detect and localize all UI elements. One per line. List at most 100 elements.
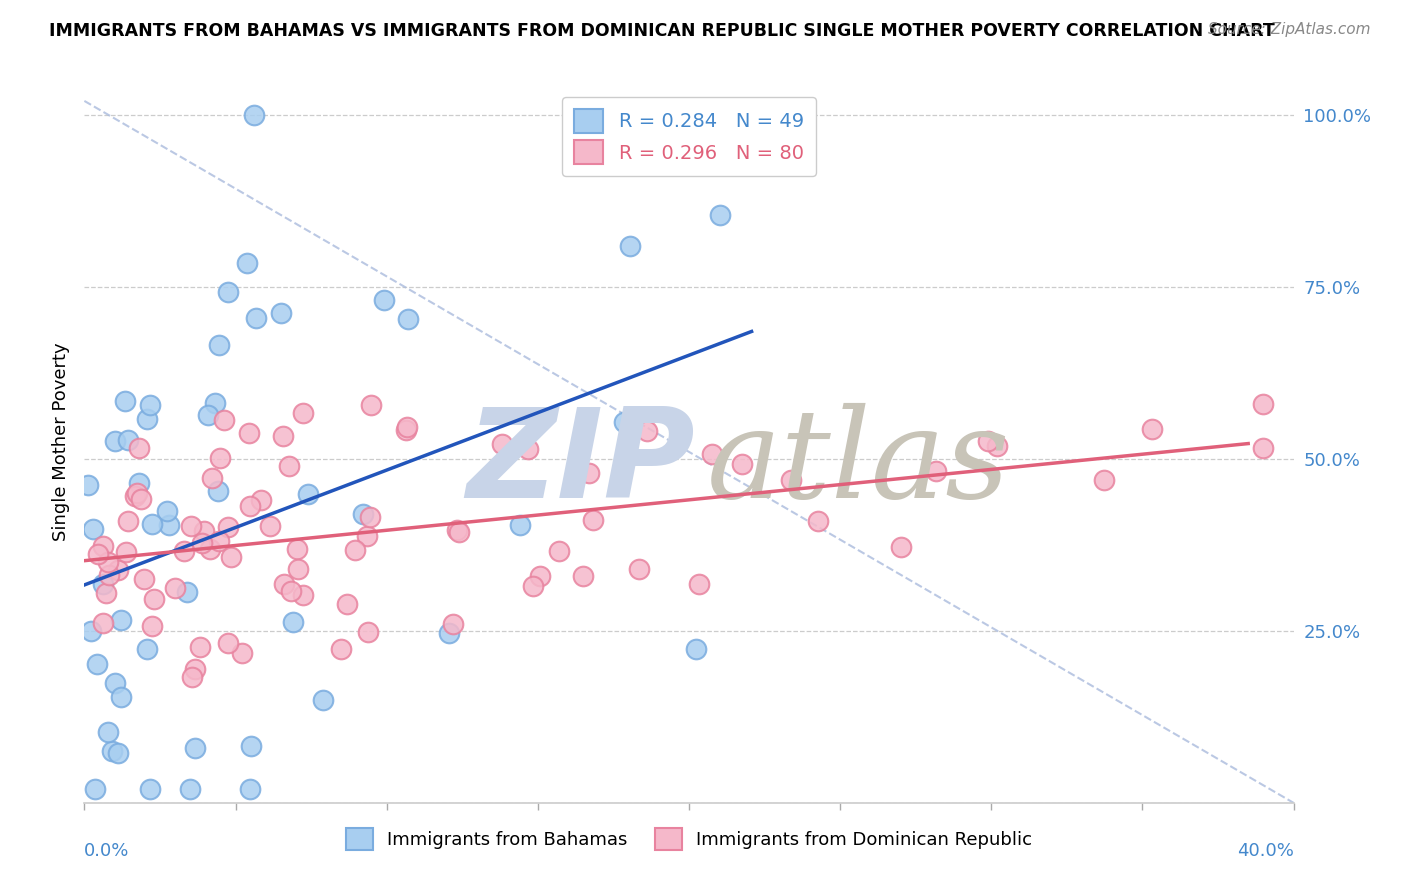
Point <box>250 493 273 508</box>
Point <box>628 561 651 575</box>
Text: 40.0%: 40.0% <box>1237 842 1294 860</box>
Text: Source: ZipAtlas.com: Source: ZipAtlas.com <box>1208 22 1371 37</box>
Point <box>352 507 374 521</box>
Point <box>91 577 114 591</box>
Point <box>360 398 382 412</box>
Point <box>208 534 231 549</box>
Point <box>312 692 335 706</box>
Point <box>212 413 235 427</box>
Point <box>925 464 948 478</box>
Point <box>578 466 600 480</box>
Point <box>91 539 114 553</box>
Point <box>239 782 262 797</box>
Point <box>437 626 460 640</box>
Point <box>201 470 224 484</box>
Text: atlas: atlas <box>707 402 1011 524</box>
Point <box>198 542 221 557</box>
Point <box>1092 473 1115 487</box>
Point <box>231 646 253 660</box>
Point <box>124 489 146 503</box>
Point <box>396 312 419 326</box>
Point <box>280 583 302 598</box>
Point <box>986 439 1008 453</box>
Point <box>94 586 117 600</box>
Point <box>613 416 636 430</box>
Point <box>191 536 214 550</box>
Point <box>1253 441 1275 455</box>
Point <box>285 541 308 556</box>
Point <box>976 434 998 449</box>
Point <box>141 516 163 531</box>
Point <box>110 690 132 704</box>
Point <box>217 520 239 534</box>
Point <box>179 782 201 797</box>
Point <box>107 746 129 760</box>
Point <box>240 739 263 754</box>
Point <box>356 625 378 640</box>
Point <box>297 486 319 500</box>
Point <box>207 483 229 498</box>
Point <box>731 457 754 471</box>
Point <box>283 615 305 629</box>
Point <box>636 425 658 439</box>
Point <box>82 522 104 536</box>
Point <box>243 108 266 122</box>
Point <box>117 515 139 529</box>
Point <box>156 504 179 518</box>
Point <box>184 741 207 756</box>
Point <box>890 540 912 554</box>
Point <box>236 255 259 269</box>
Point <box>86 657 108 671</box>
Point <box>141 619 163 633</box>
Point <box>125 486 148 500</box>
Point <box>359 510 381 524</box>
Point <box>685 641 707 656</box>
Point <box>273 429 295 443</box>
Y-axis label: Single Mother Poverty: Single Mother Poverty <box>52 343 70 541</box>
Point <box>509 518 531 533</box>
Point <box>209 450 232 465</box>
Point <box>128 441 150 455</box>
Point <box>173 544 195 558</box>
Point <box>135 641 157 656</box>
Point <box>77 478 100 492</box>
Point <box>114 393 136 408</box>
Point <box>516 442 538 456</box>
Point <box>278 458 301 473</box>
Point <box>159 517 181 532</box>
Point <box>117 433 139 447</box>
Point <box>582 513 605 527</box>
Point <box>181 670 204 684</box>
Point <box>259 518 281 533</box>
Point <box>107 563 129 577</box>
Point <box>270 306 292 320</box>
Point <box>114 545 136 559</box>
Point <box>183 662 205 676</box>
Point <box>143 592 166 607</box>
Point <box>91 615 114 630</box>
Point <box>128 476 150 491</box>
Point <box>197 408 219 422</box>
Point <box>110 613 132 627</box>
Point <box>139 398 162 412</box>
Text: ZIP: ZIP <box>467 402 695 524</box>
Point <box>329 642 352 657</box>
Point <box>180 519 202 533</box>
Point <box>702 447 724 461</box>
Point <box>291 588 314 602</box>
Point <box>97 555 120 569</box>
Point <box>134 573 156 587</box>
Point <box>208 338 231 352</box>
Point <box>780 473 803 487</box>
Text: IMMIGRANTS FROM BAHAMAS VS IMMIGRANTS FROM DOMINICAN REPUBLIC SINGLE MOTHER POVE: IMMIGRANTS FROM BAHAMAS VS IMMIGRANTS FR… <box>49 22 1275 40</box>
Point <box>129 492 152 507</box>
Point <box>217 285 239 299</box>
Point <box>356 529 378 543</box>
Point <box>104 434 127 448</box>
Point <box>163 581 186 595</box>
Point <box>395 423 418 437</box>
Point <box>395 419 418 434</box>
Point <box>84 782 107 797</box>
Point <box>98 568 121 582</box>
Point <box>239 499 262 513</box>
